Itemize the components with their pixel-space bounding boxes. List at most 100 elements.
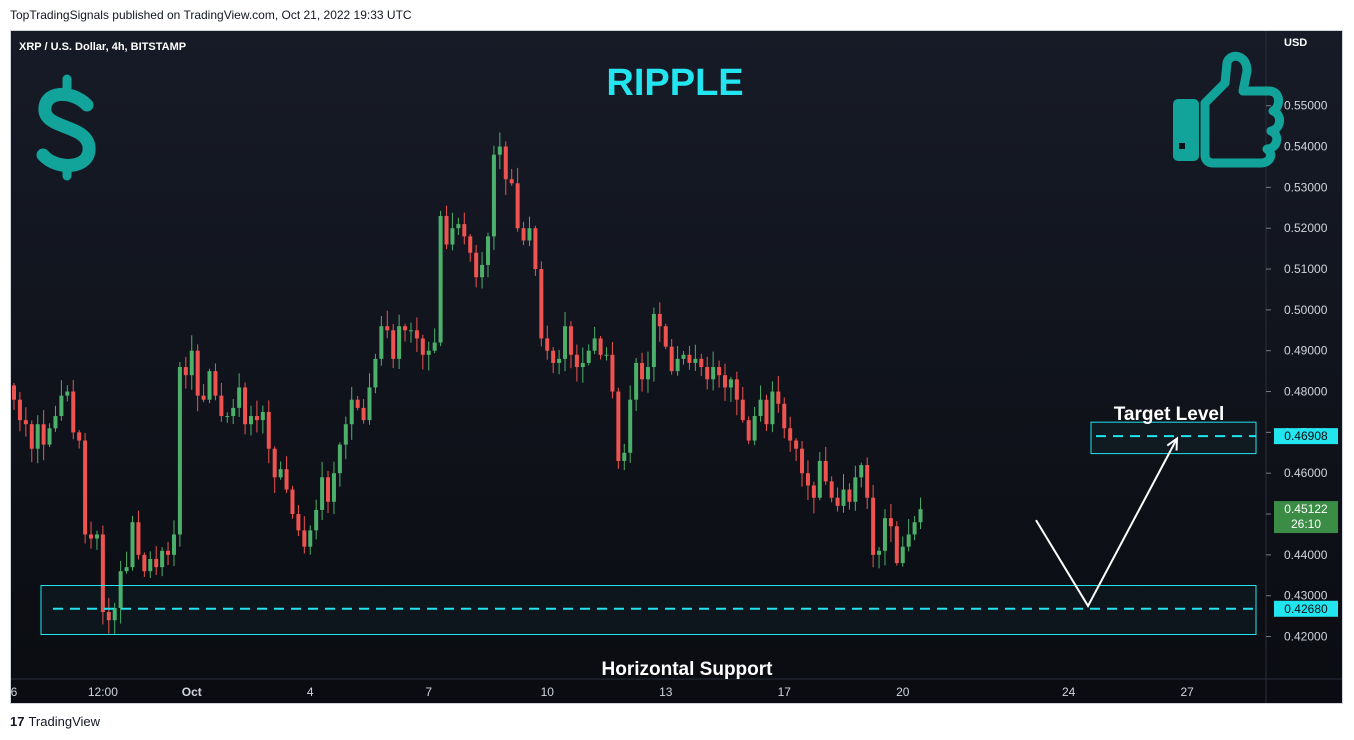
candle-body	[468, 236, 473, 253]
chart-title: RIPPLE	[606, 62, 743, 104]
chart-canvas[interactable]: 0.55000 0.54000 0.53000 0.52000 0.51000 0.500…	[11, 31, 1343, 704]
candle-body	[118, 571, 123, 608]
brand-name: TradingView	[28, 714, 101, 729]
price-tick-label: 0.54000	[1284, 140, 1328, 154]
candle-body	[900, 546, 905, 564]
candle-body	[432, 342, 437, 351]
candle-body	[693, 358, 698, 363]
price-tick-label: 0.49000	[1284, 344, 1328, 358]
symbol-legend: XRP / U.S. Dollar, 4h, BITSTAMP	[19, 41, 186, 53]
time-tick-label: 17	[778, 685, 792, 699]
candle-body	[640, 362, 645, 380]
candle-body	[651, 313, 656, 368]
candle-body	[361, 407, 366, 421]
candle-body	[829, 481, 834, 498]
support-zone-box	[40, 585, 1257, 635]
candle-body	[865, 465, 870, 498]
candle-body	[207, 371, 212, 400]
target-level-label: Target Level	[1114, 404, 1225, 425]
candle-body	[444, 215, 449, 245]
projection-arrowhead	[1166, 436, 1179, 451]
time-tick-label: 12:00	[88, 685, 118, 699]
candle-body	[100, 534, 105, 613]
thumbs-up-icon	[1173, 51, 1284, 168]
candle-body	[805, 473, 810, 486]
time-tick-label: 7	[425, 685, 432, 699]
price-tick-label: 0.52000	[1284, 221, 1328, 235]
candle-body	[782, 403, 787, 429]
chart-panel[interactable]: 0.55000 0.54000 0.53000 0.52000 0.51000 0.500…	[10, 30, 1343, 704]
candle-body	[450, 228, 455, 245]
candle-body	[77, 432, 82, 441]
candle-body	[557, 358, 562, 363]
time-tick-label: 27	[1180, 685, 1194, 699]
candle-body	[385, 326, 390, 331]
candle-body	[456, 224, 461, 229]
candle-body	[776, 391, 781, 404]
price-tick-label: 0.46000	[1284, 466, 1328, 480]
candle-body	[314, 509, 319, 531]
candle-body	[367, 387, 372, 421]
candle-body	[266, 411, 271, 449]
candle-body	[717, 367, 722, 376]
candle-body	[823, 460, 828, 482]
candle-body	[53, 416, 58, 429]
candle-body	[474, 252, 479, 278]
candle-body	[201, 395, 206, 400]
price-tick-label: 0.44000	[1284, 548, 1328, 562]
price-tick-label: 0.50000	[1284, 303, 1328, 317]
candle-body	[177, 367, 182, 535]
candle-body	[426, 350, 431, 355]
candle-body	[598, 338, 603, 355]
candle-body	[408, 330, 413, 332]
candle-body	[331, 473, 336, 502]
target-zone-box	[1090, 421, 1257, 455]
footer-brand[interactable]: 17 TradingView	[10, 714, 100, 729]
candle-body	[414, 330, 419, 339]
bar-countdown: 26:10	[1291, 517, 1321, 531]
candle-body	[17, 399, 22, 421]
candle-body	[94, 534, 99, 539]
candle-body	[800, 448, 805, 474]
candle-body	[154, 558, 159, 568]
candle-body	[859, 465, 864, 478]
candles-group	[12, 132, 923, 635]
candle-body	[284, 469, 289, 490]
candle-body	[480, 264, 485, 278]
candle-body	[568, 326, 573, 355]
candle-body	[130, 522, 135, 568]
candle-body	[254, 416, 259, 421]
candle-body	[687, 354, 692, 363]
time-tick-label: 4	[307, 685, 314, 699]
candle-body	[420, 338, 425, 355]
price-tick-label: 0.53000	[1284, 180, 1328, 194]
candle-body	[527, 228, 532, 241]
candle-body	[231, 407, 236, 417]
candle-body	[657, 313, 662, 327]
candle-body	[171, 534, 176, 555]
candle-body	[723, 375, 727, 388]
projection-path	[1035, 438, 1178, 608]
candle-body	[705, 367, 710, 380]
candle-body	[746, 420, 751, 441]
candle-body	[758, 399, 763, 417]
time-axis[interactable]: 6 12:00 Oct 4 7 10 13 17 20 24 27	[11, 685, 1194, 699]
price-tick-label: 0.55000	[1284, 99, 1328, 113]
candle-body	[243, 387, 248, 425]
candle-body	[515, 183, 520, 229]
candle-body	[574, 354, 579, 368]
dollar-icon	[36, 74, 96, 181]
candle-body	[12, 385, 16, 400]
candle-body	[373, 358, 378, 388]
candle-body	[160, 550, 165, 568]
price-tick-label: 0.51000	[1284, 262, 1328, 276]
candle-body	[841, 489, 846, 506]
candle-body	[337, 444, 342, 474]
time-tick-label: 20	[896, 685, 910, 699]
candle-body	[764, 399, 769, 425]
candle-body	[89, 534, 94, 539]
time-tick-label: 6	[11, 685, 18, 699]
target-price-badge: 0.46908	[1274, 428, 1338, 445]
candle-body	[604, 354, 609, 356]
candle-body	[23, 420, 28, 425]
